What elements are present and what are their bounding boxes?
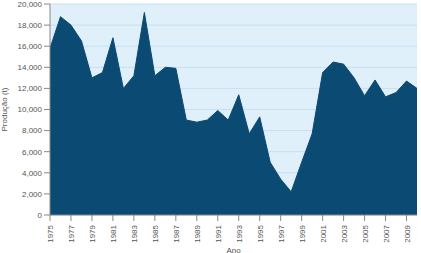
svg-text:1991: 1991	[214, 224, 223, 242]
svg-text:1999: 1999	[298, 224, 307, 242]
svg-text:1987: 1987	[172, 224, 181, 242]
svg-text:1981: 1981	[109, 224, 118, 242]
svg-text:Ano: Ano	[226, 246, 241, 253]
svg-text:1975: 1975	[46, 224, 55, 242]
svg-text:2005: 2005	[361, 224, 370, 242]
svg-text:12,000: 12,000	[18, 84, 43, 93]
svg-text:14,000: 14,000	[18, 63, 43, 72]
svg-text:1977: 1977	[67, 224, 76, 242]
svg-text:1985: 1985	[151, 224, 160, 242]
svg-text:1997: 1997	[277, 224, 286, 242]
svg-text:0: 0	[38, 211, 43, 220]
svg-text:20,000: 20,000	[18, 0, 43, 9]
svg-text:6,000: 6,000	[22, 148, 43, 157]
svg-text:2001: 2001	[319, 224, 328, 242]
svg-text:2009: 2009	[403, 224, 412, 242]
svg-text:1983: 1983	[130, 224, 139, 242]
svg-text:1979: 1979	[88, 224, 97, 242]
svg-text:18,000: 18,000	[18, 21, 43, 30]
svg-text:10,000: 10,000	[18, 105, 43, 114]
svg-text:8,000: 8,000	[22, 126, 43, 135]
svg-text:2,000: 2,000	[22, 190, 43, 199]
svg-text:4,000: 4,000	[22, 169, 43, 178]
svg-text:1995: 1995	[256, 224, 265, 242]
svg-text:16,000: 16,000	[18, 42, 43, 51]
svg-text:2007: 2007	[382, 224, 391, 242]
svg-text:1993: 1993	[235, 224, 244, 242]
svg-text:2003: 2003	[340, 224, 349, 242]
svg-text:1989: 1989	[193, 224, 202, 242]
svg-text:Produção (t): Produção (t)	[8, 87, 9, 131]
